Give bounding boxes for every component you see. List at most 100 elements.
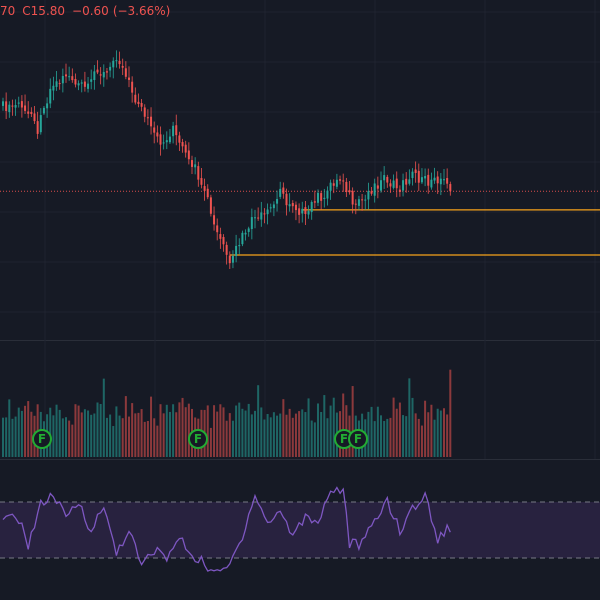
- volume-bar: [427, 412, 430, 457]
- volume-chart[interactable]: [0, 340, 600, 460]
- candle-body: [247, 228, 250, 232]
- volume-bar: [153, 418, 156, 457]
- volume-bar: [184, 407, 187, 457]
- volume-bar: [17, 407, 20, 457]
- candle-body: [430, 179, 433, 188]
- candle-body: [216, 225, 219, 233]
- candle-body: [77, 83, 80, 86]
- candle-body: [99, 74, 102, 76]
- volume-bar: [276, 415, 279, 457]
- volume-bar: [310, 420, 313, 457]
- candle-body: [408, 179, 411, 184]
- volume-bar: [313, 422, 316, 457]
- candle-body: [373, 183, 376, 196]
- financials-flag-icon[interactable]: F: [188, 429, 208, 449]
- volume-bar: [291, 417, 294, 457]
- volume-bar: [115, 406, 118, 457]
- volume-bar: [247, 403, 250, 457]
- volume-bar: [165, 404, 168, 457]
- volume-bar: [235, 405, 238, 457]
- candle-body: [140, 102, 143, 107]
- candle-body: [254, 217, 256, 219]
- volume-bar: [93, 413, 96, 457]
- volume-bar: [55, 404, 58, 457]
- candle-body: [320, 193, 323, 201]
- volume-bar: [87, 410, 90, 457]
- financials-flag-icon[interactable]: F: [348, 429, 368, 449]
- volume-bar: [323, 395, 326, 457]
- volume-bar: [11, 418, 14, 457]
- pane-separator[interactable]: [0, 459, 600, 460]
- candle-body: [443, 179, 445, 181]
- volume-bar: [225, 420, 228, 457]
- candle-body: [449, 184, 452, 192]
- volume-bar: [351, 386, 354, 457]
- volume-bar: [294, 413, 297, 457]
- candle-body: [354, 203, 357, 205]
- volume-bar: [304, 412, 307, 457]
- volume-bar: [395, 408, 398, 457]
- candle-body: [87, 83, 90, 89]
- candle-body: [376, 185, 379, 189]
- candle-body: [238, 245, 241, 247]
- volume-bar: [172, 404, 175, 457]
- candle-body: [231, 255, 234, 263]
- candle-body: [20, 101, 23, 108]
- volume-bar: [257, 385, 260, 457]
- candle-body: [339, 179, 342, 181]
- candle-body: [146, 117, 149, 119]
- price-pane[interactable]: [0, 0, 600, 340]
- volume-bar: [20, 410, 23, 457]
- candle-body: [342, 180, 345, 182]
- volume-bar: [181, 397, 184, 457]
- candle-body: [115, 60, 118, 62]
- candle-body: [150, 116, 153, 127]
- candle-body: [424, 176, 427, 179]
- candle-body: [96, 69, 99, 73]
- volume-bar: [162, 413, 165, 457]
- volume-bar: [216, 411, 219, 457]
- close-label: C: [22, 4, 31, 18]
- candle-body: [159, 134, 162, 145]
- candle-body: [389, 183, 392, 187]
- candle-body: [55, 81, 58, 87]
- volume-bar: [439, 410, 442, 457]
- candle-body: [213, 215, 216, 225]
- volume-pane[interactable]: F F F F: [0, 340, 600, 460]
- candle-body: [420, 177, 423, 183]
- volume-bar: [134, 413, 137, 457]
- candle-body: [90, 79, 93, 82]
- candle-body: [446, 178, 449, 184]
- volume-bar: [83, 409, 86, 457]
- volume-bar: [446, 414, 449, 457]
- volume-bar: [272, 412, 275, 457]
- volume-bar: [260, 407, 263, 457]
- price-chart[interactable]: [0, 0, 600, 340]
- pane-separator[interactable]: [0, 340, 600, 341]
- volume-bar: [329, 405, 332, 457]
- candle-body: [276, 198, 279, 204]
- volume-bar: [436, 408, 439, 457]
- volume-bar: [222, 407, 225, 457]
- candle-body: [143, 107, 146, 117]
- candle-body: [27, 111, 30, 114]
- change-percent: (−3.66%): [112, 4, 171, 18]
- candle-body: [39, 115, 42, 133]
- candle-body: [370, 191, 373, 194]
- volume-bar: [231, 420, 234, 457]
- candle-body: [124, 68, 127, 77]
- volume-bar: [105, 417, 108, 457]
- rsi-chart[interactable]: [0, 460, 600, 600]
- volume-bar: [389, 417, 392, 457]
- volume-bar: [386, 418, 389, 457]
- financials-flag-icon[interactable]: F: [32, 429, 52, 449]
- volume-bar: [228, 413, 231, 457]
- volume-bar: [24, 405, 27, 457]
- candle-body: [260, 212, 263, 220]
- volume-bar: [266, 414, 269, 457]
- candle-body: [250, 217, 253, 230]
- rsi-pane[interactable]: [0, 460, 600, 600]
- volume-bar: [146, 420, 149, 457]
- candle-body: [175, 125, 178, 136]
- candle-body: [282, 187, 285, 194]
